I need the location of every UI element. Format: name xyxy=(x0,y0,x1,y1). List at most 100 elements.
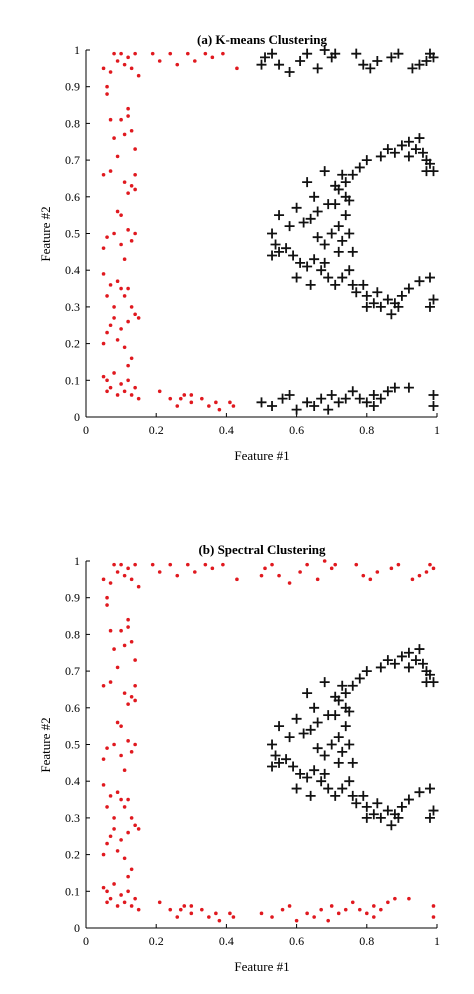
data-point xyxy=(101,172,106,177)
data-point xyxy=(375,393,386,404)
data-point xyxy=(417,573,422,578)
x-tick-labels: 0 0.2 0.4 0.6 0.8 1 xyxy=(83,924,440,948)
data-point xyxy=(129,750,134,754)
data-point xyxy=(319,239,330,250)
data-point xyxy=(280,907,285,912)
y-tick-label: 0.7 xyxy=(65,153,80,167)
data-point xyxy=(203,562,208,567)
data-point xyxy=(326,918,330,923)
data-point xyxy=(168,51,173,56)
y-axis-label: Feature #2 xyxy=(38,206,53,261)
data-point xyxy=(267,761,278,772)
data-point xyxy=(126,739,130,743)
data-point xyxy=(302,177,313,188)
data-point xyxy=(424,783,435,794)
data-point xyxy=(347,279,358,290)
data-point xyxy=(312,717,323,728)
data-point xyxy=(424,812,435,823)
data-point xyxy=(189,400,194,405)
data-point xyxy=(119,753,123,758)
data-point xyxy=(129,393,134,397)
data-point xyxy=(101,885,106,890)
data-point xyxy=(365,63,376,74)
data-point xyxy=(126,797,130,802)
data-point xyxy=(126,363,130,368)
panel-a-kmeans: (a) K-means Clustering 00.10.20.30.40.50… xyxy=(38,32,440,463)
data-point xyxy=(122,691,127,695)
data-point xyxy=(291,404,302,415)
data-point xyxy=(393,812,404,823)
data-point xyxy=(108,117,113,122)
data-point xyxy=(228,911,232,916)
data-point xyxy=(347,386,358,397)
data-point xyxy=(175,404,180,408)
data-point xyxy=(126,114,130,118)
data-point xyxy=(316,776,327,787)
data-point xyxy=(108,794,113,798)
data-point xyxy=(424,301,435,312)
data-point xyxy=(340,177,351,188)
data-point xyxy=(287,581,292,585)
data-point xyxy=(305,911,309,916)
data-point xyxy=(431,904,436,908)
data-point xyxy=(119,327,123,331)
data-point xyxy=(221,51,225,56)
data-point xyxy=(126,617,130,622)
data-point xyxy=(122,573,127,578)
data-point xyxy=(372,287,383,298)
data-point xyxy=(305,724,316,735)
data-point xyxy=(302,772,313,783)
data-point xyxy=(396,140,407,151)
data-point xyxy=(105,603,109,607)
data-point xyxy=(136,827,141,831)
x-axis-label: Feature #1 xyxy=(234,959,289,974)
data-point xyxy=(115,790,120,795)
data-point xyxy=(344,776,355,787)
data-point xyxy=(129,694,134,699)
data-point xyxy=(316,393,327,404)
data-point xyxy=(305,213,316,224)
data-point xyxy=(105,746,109,750)
data-point xyxy=(330,48,341,59)
data-point xyxy=(136,316,141,320)
data-point xyxy=(101,683,106,688)
data-point xyxy=(105,841,109,846)
data-point xyxy=(319,45,330,55)
y-tick-label: 0.9 xyxy=(65,80,80,94)
data-point xyxy=(319,750,330,761)
data-point xyxy=(126,286,130,291)
x-tick-label: 1 xyxy=(434,934,440,948)
data-point xyxy=(309,254,320,265)
data-point xyxy=(414,133,425,144)
data-point xyxy=(389,147,400,158)
x-tick-label: 0.6 xyxy=(289,934,304,948)
data-point xyxy=(203,51,208,56)
data-point xyxy=(274,721,285,732)
data-point xyxy=(347,246,358,257)
data-point xyxy=(309,191,320,202)
data-point xyxy=(182,393,187,397)
chart-title: (b) Spectral Clustering xyxy=(198,542,326,557)
data-point xyxy=(133,742,137,747)
data-point xyxy=(210,566,215,571)
data-point xyxy=(326,389,337,400)
data-point xyxy=(305,279,316,290)
data-point xyxy=(112,562,116,567)
data-point xyxy=(312,63,323,74)
data-point xyxy=(361,397,372,408)
data-point xyxy=(287,904,292,908)
data-point xyxy=(344,739,355,750)
data-point xyxy=(330,180,341,191)
data-point xyxy=(351,798,362,809)
data-point xyxy=(270,239,281,250)
data-point xyxy=(277,573,281,578)
data-point xyxy=(337,680,348,691)
y-tick-label: 0.2 xyxy=(65,337,80,351)
data-point xyxy=(354,673,365,684)
data-point xyxy=(133,51,137,56)
data-point xyxy=(150,51,155,56)
data-point xyxy=(207,404,211,408)
data-point xyxy=(403,794,414,805)
data-point xyxy=(129,66,134,71)
data-point xyxy=(403,283,414,294)
